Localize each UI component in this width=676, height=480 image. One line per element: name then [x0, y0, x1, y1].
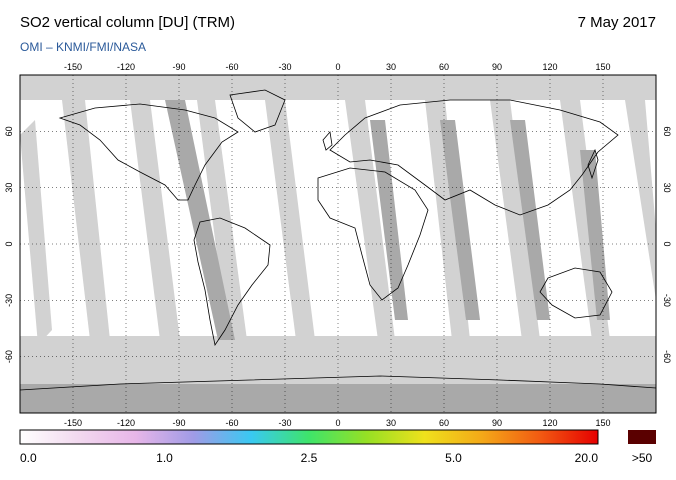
lon-tick-label-bottom: 60 — [439, 418, 449, 428]
lon-tick-label-bottom: 30 — [386, 418, 396, 428]
lon-tick-label-top: 120 — [542, 62, 557, 72]
lat-tick-label-left: 30 — [4, 183, 14, 193]
lon-tick-label-top: 90 — [492, 62, 502, 72]
lat-tick-label-right: 30 — [662, 183, 672, 193]
colorbar-tick-label: 0.0 — [20, 451, 37, 465]
data-source: OMI – KNMI/FMI/NASA — [20, 40, 147, 54]
map-date: 7 May 2017 — [577, 14, 656, 31]
colorbar-labels: 0.0 1.0 2.5 5.0 20.0 — [20, 451, 598, 465]
lon-tick-label-top: -60 — [225, 62, 238, 72]
antarctic-no-data — [20, 384, 656, 413]
lon-tick-label-bottom: -90 — [172, 418, 185, 428]
left-lat-ticks: 60 30 0 -30 -60 — [4, 126, 14, 363]
lon-tick-label-top: 30 — [386, 62, 396, 72]
lon-tick-label-top: 60 — [439, 62, 449, 72]
lon-tick-label-bottom: -120 — [117, 418, 135, 428]
lon-tick-label-bottom: 0 — [335, 418, 340, 428]
lon-tick-label-top: -150 — [64, 62, 82, 72]
colorbar-overflow-label: >50 — [632, 451, 653, 465]
lon-tick-label-bottom: -30 — [278, 418, 291, 428]
lon-tick-label-bottom: 120 — [542, 418, 557, 428]
lon-tick-label-bottom: -150 — [64, 418, 82, 428]
bottom-lon-ticks: -150 -120 -90 -60 -30 0 30 60 90 120 150 — [64, 418, 611, 428]
lat-tick-label-left: -30 — [4, 294, 14, 307]
graticule — [20, 75, 656, 413]
colorbar-overflow-swatch — [628, 430, 656, 444]
lon-tick-label-bottom: -60 — [225, 418, 238, 428]
right-lat-ticks: 60 30 0 -30 -60 — [662, 126, 672, 363]
map-area — [20, 75, 656, 413]
lon-tick-label-bottom: 90 — [492, 418, 502, 428]
lat-tick-label-left: 60 — [4, 126, 14, 136]
lon-tick-label-top: 0 — [335, 62, 340, 72]
lon-tick-label-top: -120 — [117, 62, 135, 72]
lat-tick-label-left: 0 — [4, 241, 14, 246]
coastlines — [20, 89, 656, 391]
top-lon-ticks: -150 -120 -90 -60 -30 0 30 60 90 120 150 — [64, 62, 611, 72]
lon-tick-label-top: -30 — [278, 62, 291, 72]
colorbar-tick-label: 1.0 — [156, 451, 173, 465]
colorbar — [19, 429, 599, 445]
colorbar-tick-label: 20.0 — [575, 451, 599, 465]
colorbar-tick-label: 5.0 — [445, 451, 462, 465]
lon-tick-label-top: 150 — [595, 62, 610, 72]
lat-tick-label-right: 60 — [662, 126, 672, 136]
lat-tick-label-right: -30 — [662, 294, 672, 307]
lon-tick-label-top: -90 — [172, 62, 185, 72]
orbit-swaths-dark — [165, 100, 610, 340]
map-frame — [19, 74, 657, 414]
lat-tick-label-right: -60 — [662, 350, 672, 363]
lon-tick-label-bottom: 150 — [595, 418, 610, 428]
lat-tick-label-right: 0 — [662, 241, 672, 246]
colorbar-tick-label: 2.5 — [301, 451, 318, 465]
lat-tick-label-left: -60 — [4, 350, 14, 363]
map-title: SO2 vertical column [DU] (TRM) — [20, 14, 236, 31]
